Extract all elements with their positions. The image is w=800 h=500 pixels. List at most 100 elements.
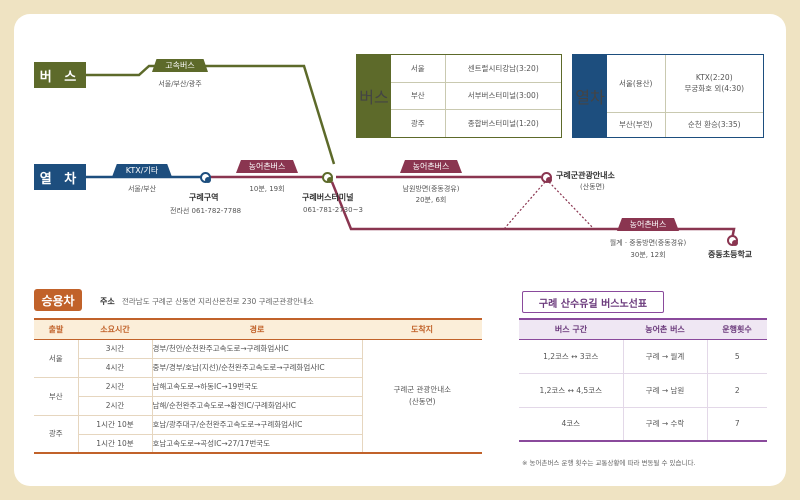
city-cell: 서울	[391, 55, 446, 83]
bus-route-table: 버스 구간 농어촌 버스 운행횟수 1,2코스 ↔ 3코스 구례 → 월계 5 …	[519, 318, 767, 442]
bus-schedule-table: 서울 센트럴시티강남(3:20) 부산 서부버스터미널(3:00) 광주 종합버스터미…	[391, 55, 561, 137]
bus-cell: 구례 → 남원	[623, 373, 708, 408]
tourist-info-name: 구례군관광안내소	[556, 171, 615, 180]
header-time: 소요시간	[78, 319, 152, 340]
train-schedule-box: 열차 서울(용산) KTX(2:20) 무궁화호 외(4:30) 부산(부전) 순…	[572, 54, 764, 138]
express-bus-sub: 서울/부산/광주	[158, 80, 202, 88]
table-row: 2시간 남해/순천완주고속도로→황전IC/구례화엄사IC	[34, 396, 482, 416]
route-lines	[84, 64, 736, 240]
time-cell: 순천 환승(3:35)	[687, 120, 741, 130]
table-header-row: 출발 소요시간 경로 도착지	[34, 319, 482, 340]
table-row: 부산(부전) 순천 환승(3:35)	[607, 112, 763, 137]
route-cell: 호남/광주대구/순천완주고속도로→구례화엄사IC	[152, 415, 363, 435]
rural-bus-pill-3: 농어촌버스	[617, 218, 679, 231]
city-cell: 부산	[391, 82, 446, 111]
time-cell: 1시간 10분	[78, 415, 153, 435]
time-cell: 1시간 10분	[78, 434, 153, 454]
section-cell: 1,2코스 ↔ 4,5코스	[519, 373, 624, 408]
school-name: 중동초등학교	[708, 250, 753, 259]
city-cell: 서울(용산)	[607, 55, 666, 113]
time-line-1: KTX(2:20)	[695, 73, 733, 83]
dotted-link-2	[548, 181, 595, 230]
table-row: 서울 센트럴시티강남(3:20)	[391, 55, 561, 83]
header-route: 경로	[152, 319, 362, 340]
table-row: 광주 종합버스터미널(1:20)	[391, 109, 561, 137]
gurye-station-phone: 전라선 061-782-7788	[170, 207, 242, 215]
express-bus-pill: 고속버스	[152, 59, 208, 72]
header-section: 버스 구간	[519, 319, 623, 340]
table-row: 서울 3시간 경부/천안/순천완주고속도로→구례화엄사IC 구례군 관광안내소 …	[34, 339, 482, 454]
time-cell: 종합버스터미널(1:20)	[467, 119, 539, 129]
route-cell: 호남고속도로→곡성IC→27/17번국도	[152, 434, 363, 454]
time-cell: KTX(2:20) 무궁화호 외(4:30)	[665, 55, 763, 113]
destination-cell: 구례군 관광안내소 (산동면)	[362, 339, 482, 454]
bus-schedule-box: 버스 서울 센트럴시티강남(3:20) 부산 서부버스터미널(3:00) 광주 종합버…	[356, 54, 562, 138]
rural-bus-sub-3b: 30분, 12회	[630, 251, 666, 259]
time-cell: 2시간	[78, 377, 153, 397]
gurye-station-name: 구례구역	[189, 193, 219, 202]
table-row: 서울(용산) KTX(2:20) 무궁화호 외(4:30)	[607, 55, 763, 113]
header-bus: 농어촌 버스	[623, 319, 707, 340]
car-mode-label: 승용차	[34, 289, 82, 311]
time-cell: 4시간	[78, 358, 153, 378]
count-cell: 5	[707, 339, 767, 374]
origin-cell: 광주	[34, 415, 79, 454]
table-row: 4코스 구례 → 수락 7	[519, 407, 767, 442]
car-route-table: 출발 소요시간 경로 도착지 서울 3시간 경부/천안/순천완주고속도로→구례화…	[34, 318, 482, 454]
route-table-title: 구례 산수유길 버스노선표	[522, 291, 664, 313]
table-row: 1,2코스 ↔ 4,5코스 구례 → 남원 2	[519, 373, 767, 408]
ktx-pill: KTX/기타	[112, 164, 172, 177]
bus-terminal-name: 구례버스터미널	[302, 193, 354, 202]
table-row: 부산 2시간 남해고속도로→하동IC→19번국도	[34, 377, 482, 416]
school-node	[727, 235, 738, 246]
rural-bus-pill-1: 농어촌버스	[236, 160, 298, 173]
tourist-info-sub: (산동면)	[580, 183, 605, 191]
table-row: 4시간 중부/경부/호남(지선)/순천완주고속도로→구례화엄사IC	[34, 358, 482, 378]
bus-cell: 구례 → 수락	[623, 407, 708, 442]
time-cell: 2시간	[78, 396, 153, 416]
route-cell: 경부/천안/순천완주고속도로→구례화엄사IC	[152, 339, 363, 359]
gurye-station-node	[200, 172, 211, 183]
bus-terminal-node	[322, 172, 333, 183]
rural-bus-sub-2b: 20분, 6회	[415, 196, 447, 204]
origin-cell: 서울	[34, 339, 79, 378]
count-cell: 7	[707, 407, 767, 442]
header-destination: 도착지	[362, 319, 482, 340]
rural-line-3	[330, 181, 736, 240]
table-row: 부산 서부버스터미널(3:00)	[391, 82, 561, 111]
time-cell: 3시간	[78, 339, 153, 359]
bus-schedule-side: 버스	[357, 55, 391, 137]
time-cell: 센트럴시티강남(3:20)	[445, 55, 561, 83]
section-cell: 1,2코스 ↔ 3코스	[519, 339, 624, 374]
bus-terminal-phone: 061-781-2730~3	[303, 206, 363, 214]
header-origin: 출발	[34, 319, 78, 340]
table-row: 1,2코스 ↔ 3코스 구례 → 월계 5	[519, 339, 767, 374]
table-header-row: 버스 구간 농어촌 버스 운행횟수	[519, 319, 767, 340]
section-cell: 4코스	[519, 407, 624, 442]
address-label: 주소	[100, 297, 115, 306]
address-text: 전라남도 구례군 산동면 지리산온천로 230 구례군관광안내소	[122, 297, 314, 306]
rural-bus-sub-3a: 월계 · 중동방면(중동경유)	[609, 239, 687, 247]
city-cell: 부산(부전)	[607, 112, 666, 137]
table-row: 1시간 10분 호남고속도로→곡성IC→27/17번국도	[34, 434, 482, 454]
route-cell: 중부/경부/호남(지선)/순천완주고속도로→구례화엄사IC	[152, 358, 363, 378]
rural-bus-sub-2a: 남원방면(중동경유)	[402, 185, 460, 193]
bus-mode-label: 버 스	[34, 62, 86, 88]
origin-cell: 부산	[34, 377, 79, 416]
bus-line	[84, 64, 336, 165]
route-table-note: ※ 농어촌버스 운행 횟수는 교통상황에 따라 변동될 수 있습니다.	[522, 459, 696, 467]
ktx-sub: 서울/부산	[127, 185, 157, 193]
dotted-link-1	[503, 181, 546, 230]
rural-bus-sub-1: 10분, 19회	[249, 185, 285, 193]
tourist-info-node	[541, 172, 552, 183]
time-line-2: 무궁화호 외(4:30)	[684, 84, 745, 94]
rural-bus-pill-2: 농어촌버스	[400, 160, 462, 173]
header-count: 운행횟수	[707, 319, 767, 340]
train-schedule-table: 서울(용산) KTX(2:20) 무궁화호 외(4:30) 부산(부전) 순천 환…	[607, 55, 763, 137]
bus-cell: 구례 → 월계	[623, 339, 708, 374]
time-cell: 서부버스터미널(3:00)	[445, 82, 561, 111]
transport-guide-panel: 버 스 열 차 고속버스 서울/부산/광주 KTX/기타 서울/부산 구례구역 …	[14, 14, 786, 486]
train-schedule-side: 열차	[573, 55, 607, 137]
route-cell: 남해고속도로→하동IC→19번국도	[152, 377, 363, 397]
city-cell: 광주	[391, 109, 446, 137]
